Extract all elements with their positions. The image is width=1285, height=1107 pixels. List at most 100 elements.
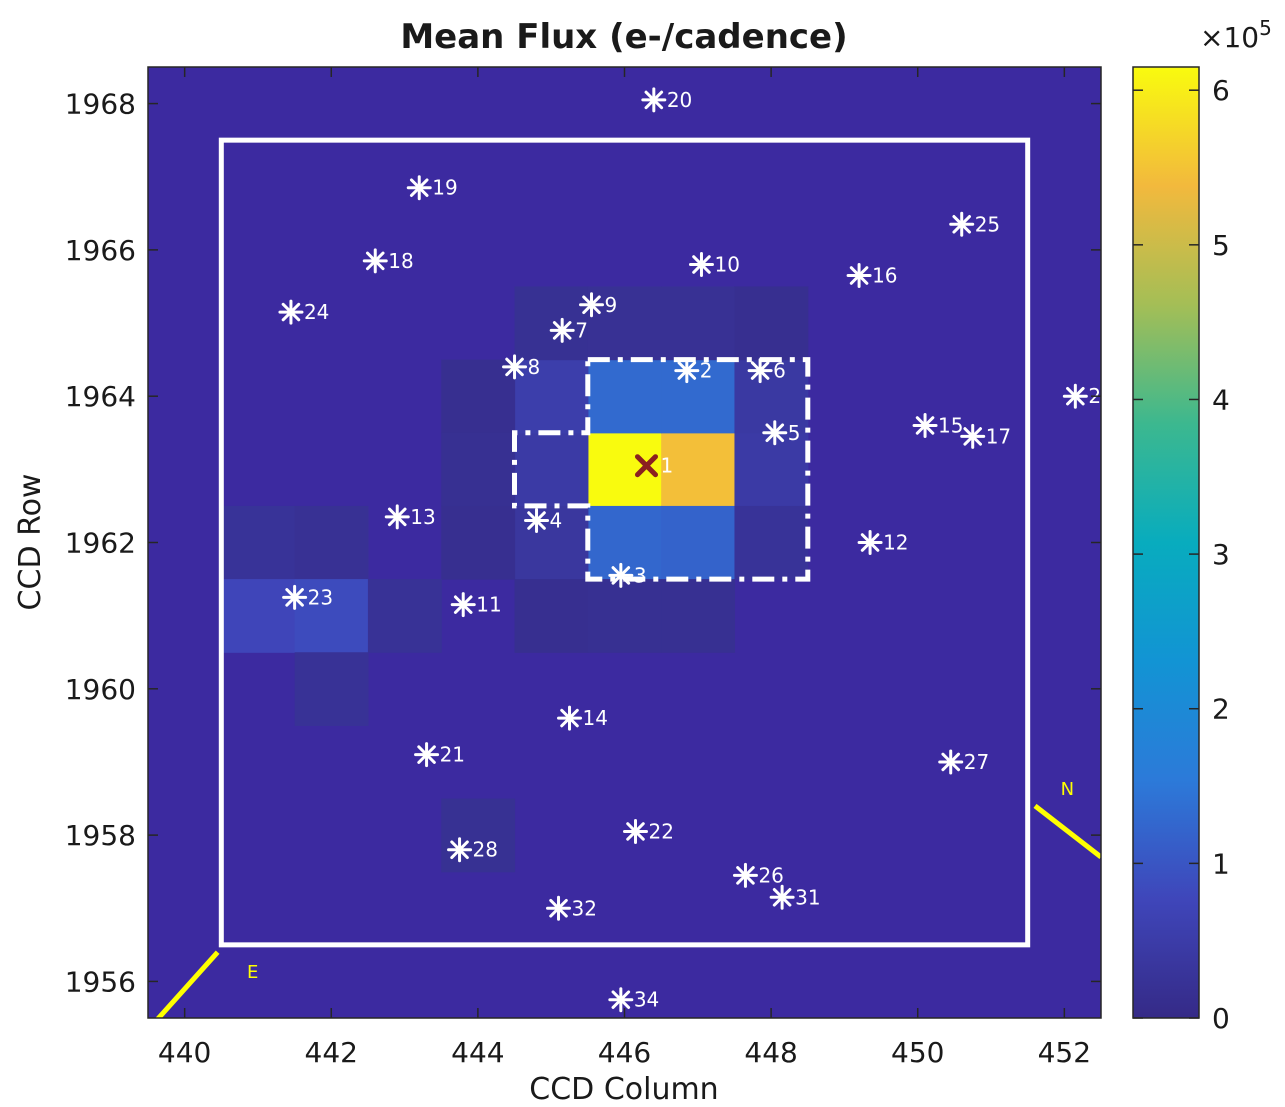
star-marker [641, 87, 667, 113]
pixel-cell [587, 286, 662, 361]
star-marker [414, 742, 440, 768]
x-tick-label: 442 [305, 1036, 358, 1069]
x-tick-label: 446 [598, 1036, 651, 1069]
star-label: 9 [605, 293, 618, 317]
x-tick-label: 450 [891, 1036, 944, 1069]
star-label: 18 [388, 249, 413, 273]
x-tick-label: 440 [158, 1036, 211, 1069]
star-label: 2 [700, 359, 713, 383]
star-marker [384, 504, 410, 530]
star-marker [362, 248, 388, 274]
east-arrow [155, 950, 220, 1018]
pixel-cell [514, 359, 589, 434]
pixel-cell [661, 505, 736, 580]
y-tick-label: 1962 [65, 527, 136, 560]
star-marker [747, 358, 773, 384]
star-marker [674, 358, 700, 384]
star-marker-stroke [552, 321, 572, 340]
star-label: 5 [788, 421, 801, 445]
pixel-cell [661, 432, 736, 507]
pixel-cell [734, 505, 809, 580]
y-tick-label: 1960 [65, 673, 136, 706]
star-marker-stroke [736, 866, 755, 885]
star-marker-stroke [560, 708, 579, 728]
star-marker-stroke [450, 840, 469, 860]
star-label: 34 [634, 988, 659, 1012]
pixel-cell [367, 579, 442, 653]
star-marker [846, 262, 872, 288]
colorbar-tick-label: 1 [1212, 847, 1230, 880]
colorbar-axis: 0 1 2 3 4 5 6 [1133, 74, 1230, 1035]
colorbar-tick-label: 0 [1212, 1002, 1230, 1035]
target-label: 1 [660, 454, 673, 478]
star-marker-stroke [765, 423, 785, 443]
compass-layer: NE [155, 779, 1101, 1018]
star-label: 13 [410, 505, 435, 529]
north-label: N [1061, 779, 1074, 800]
star-label: 24 [304, 300, 329, 324]
colorbar-exponent-power: 5 [1259, 16, 1272, 40]
pixel-cell [514, 505, 589, 580]
pixel-cell [734, 432, 809, 507]
pixel-cell [661, 579, 736, 653]
star-marker-stroke [365, 251, 385, 271]
star-marker-stroke [677, 361, 697, 380]
x-tick-label: 444 [451, 1036, 504, 1069]
north-arrow [1033, 803, 1101, 860]
x-tick-label: 448 [744, 1036, 797, 1069]
star-marker [912, 412, 938, 438]
x-axis: 440 442 444 446 448 450 452 [158, 67, 1091, 1069]
pixel-cell [221, 505, 296, 580]
star-label: 8 [528, 355, 541, 379]
pixel-cell [441, 798, 516, 873]
star-marker [622, 818, 648, 844]
x-axis-title: CCD Column [529, 1072, 718, 1107]
colorbar-tick-label: 2 [1212, 693, 1230, 726]
pixel-cell [514, 579, 589, 653]
colorbar-tick-label: 4 [1212, 383, 1230, 416]
chart-title: Mean Flux (e-/cadence) [400, 17, 847, 57]
x-tick-label: 452 [1038, 1036, 1091, 1069]
pixel-cell [587, 579, 662, 653]
collateral-aperture-outline [218, 137, 1031, 948]
star-marker-stroke [527, 511, 546, 530]
pixel-cell [514, 286, 589, 361]
star-marker [732, 862, 758, 888]
star-marker-stroke [692, 255, 711, 274]
pixel-cell [661, 286, 736, 361]
star-marker-stroke [1066, 386, 1085, 406]
star-label: 10 [714, 253, 739, 277]
star-marker-stroke [285, 588, 304, 607]
star-marker [278, 299, 304, 325]
east-label: E [247, 962, 258, 983]
star-marker-stroke [453, 595, 473, 614]
star-marker-stroke [611, 566, 631, 585]
star-marker [557, 705, 583, 731]
y-tick-label: 1958 [65, 819, 136, 852]
star-label: 32 [572, 896, 597, 920]
star-marker-stroke [409, 178, 429, 197]
star-marker [282, 584, 308, 610]
pixel-cell [514, 432, 589, 507]
star-marker [762, 420, 788, 446]
pixel-cell [441, 505, 516, 580]
pixel-layer [221, 286, 809, 873]
pixel-cell [441, 432, 516, 507]
star-label: 22 [648, 819, 673, 843]
star-label: 6 [773, 359, 786, 383]
star-label: 15 [938, 413, 963, 437]
pixel-cell [294, 652, 369, 726]
star-marker-stroke [387, 507, 407, 527]
star-marker-stroke [505, 357, 524, 377]
star-marker-stroke [860, 533, 880, 552]
star-label: 11 [476, 593, 501, 617]
aperture-layer [218, 137, 1031, 948]
pixel-cell [294, 579, 369, 653]
star-marker [450, 592, 476, 618]
y-tick-label: 1964 [65, 380, 136, 413]
star-marker-stroke [611, 990, 631, 1009]
star-marker [406, 175, 432, 201]
star-marker-stroke [582, 295, 601, 315]
star-marker [938, 749, 964, 775]
